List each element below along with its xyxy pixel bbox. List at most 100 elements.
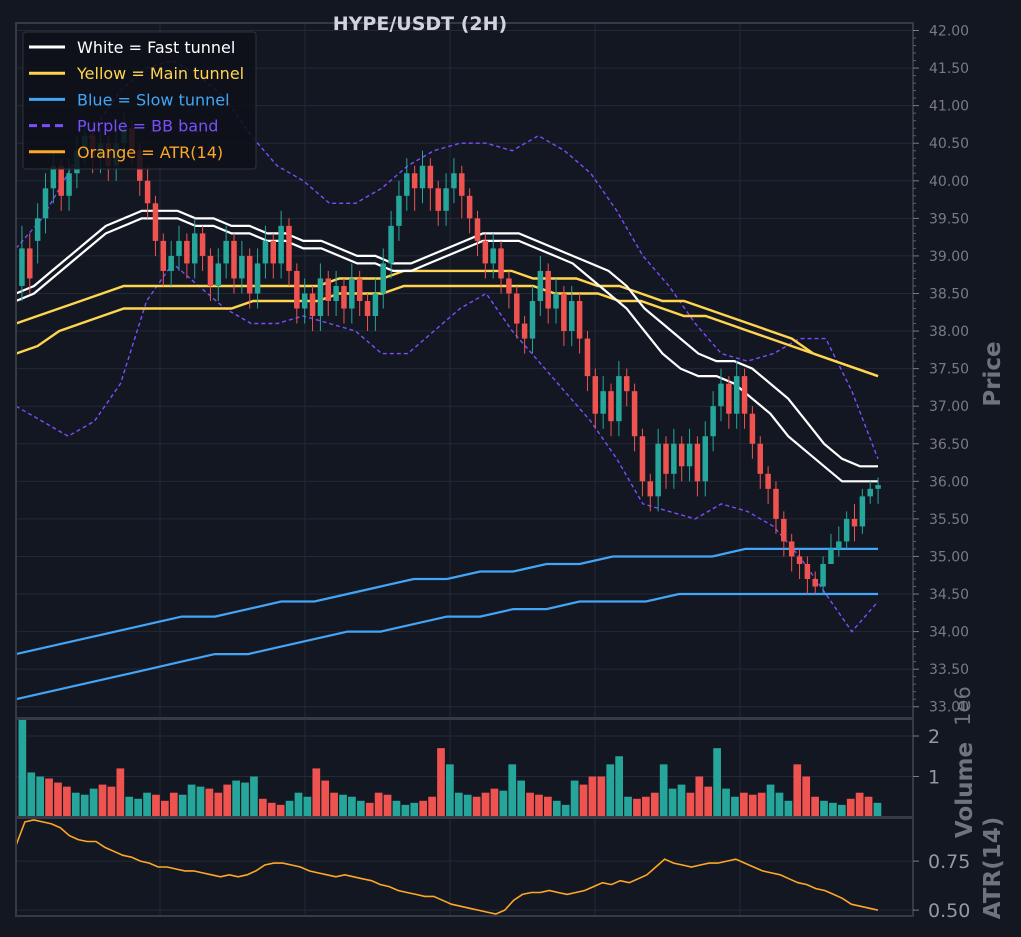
fast-tunnel-upper bbox=[15, 209, 878, 468]
volume-bar bbox=[561, 804, 570, 817]
candle-body bbox=[443, 188, 449, 211]
volume-bar bbox=[535, 794, 543, 817]
panel-frames bbox=[15, 22, 914, 917]
volume-bar bbox=[419, 800, 428, 817]
candle-body bbox=[191, 233, 198, 264]
price-axis-label: Price bbox=[980, 341, 1006, 406]
candle-body bbox=[34, 218, 41, 241]
volume-bar bbox=[285, 800, 294, 817]
candle-body bbox=[451, 173, 457, 189]
bb-band bbox=[15, 59, 879, 633]
candle-body bbox=[553, 293, 559, 309]
candle-body bbox=[521, 323, 528, 339]
candle-body bbox=[623, 376, 630, 392]
volume-bar bbox=[784, 800, 793, 817]
candle-body bbox=[686, 443, 693, 467]
volume-bar bbox=[134, 798, 143, 817]
price-tick-label: 36.00 bbox=[929, 474, 969, 490]
candle-body bbox=[678, 443, 685, 467]
candle-body bbox=[694, 443, 701, 482]
candle-body bbox=[639, 436, 646, 482]
volume-bar bbox=[223, 784, 232, 817]
volume-bars bbox=[18, 719, 882, 817]
volume-bar bbox=[178, 794, 187, 817]
candle-body bbox=[50, 165, 57, 189]
candle-body bbox=[411, 173, 418, 189]
slow-tunnel-lower bbox=[15, 592, 878, 701]
candle-body bbox=[498, 248, 504, 279]
atr-series-line bbox=[15, 819, 879, 915]
volume-bar bbox=[490, 788, 499, 817]
candle-body bbox=[42, 188, 49, 219]
bb-lower-line bbox=[15, 262, 879, 633]
volume-bar bbox=[739, 792, 748, 817]
volume-bar bbox=[793, 764, 802, 817]
volume-bar bbox=[677, 784, 686, 817]
main-tunnel-lower bbox=[15, 284, 879, 378]
volume-bar bbox=[241, 782, 249, 817]
volume-bar bbox=[45, 778, 53, 817]
volume-axis-label: Volume bbox=[952, 742, 978, 838]
volume-bar bbox=[437, 748, 445, 817]
candle-body bbox=[836, 541, 842, 549]
volume-bar bbox=[650, 792, 659, 817]
volume-bar bbox=[606, 764, 615, 817]
candle-body bbox=[608, 391, 614, 422]
volume-bar bbox=[472, 796, 481, 817]
candle-body bbox=[19, 248, 25, 286]
candle-body bbox=[576, 301, 583, 339]
volume-bar bbox=[454, 792, 463, 817]
volume-bar bbox=[731, 796, 739, 817]
price-tick-label: 33.00 bbox=[929, 700, 969, 716]
candles bbox=[19, 113, 881, 595]
volume-bar bbox=[125, 796, 134, 817]
candle-body bbox=[828, 548, 834, 564]
volume-bar bbox=[837, 804, 846, 817]
volume-bar bbox=[829, 802, 837, 817]
candle-body bbox=[851, 518, 858, 527]
volume-bar bbox=[633, 798, 641, 817]
volume-bar bbox=[374, 792, 383, 817]
candle-body bbox=[199, 233, 206, 256]
volume-bar bbox=[392, 800, 401, 817]
volume-bar bbox=[98, 784, 107, 817]
candle-body bbox=[749, 413, 756, 444]
volume-bar bbox=[864, 796, 873, 817]
tick-labels: 33.00 33.50 34.00 34.50 35.00 35.50 36.00 36.50… bbox=[913, 24, 970, 922]
candle-body bbox=[561, 293, 567, 332]
candle-body bbox=[349, 278, 355, 309]
candle-body bbox=[843, 518, 850, 542]
candle-body bbox=[631, 391, 638, 437]
candle-body bbox=[812, 579, 818, 587]
price-tick-label: 34.00 bbox=[929, 625, 969, 641]
volume-bar bbox=[802, 776, 811, 817]
volume-bar bbox=[446, 764, 454, 817]
candle-body bbox=[584, 338, 591, 377]
candle-body bbox=[482, 240, 489, 264]
volume-bar bbox=[356, 800, 365, 817]
volume-bar bbox=[766, 784, 775, 817]
candle-body bbox=[184, 240, 190, 264]
candle-body bbox=[757, 443, 764, 474]
legend-entry: White = Fast tunnel bbox=[77, 38, 235, 57]
candle-body bbox=[419, 165, 426, 189]
candle-body bbox=[215, 263, 222, 286]
candle-body bbox=[176, 240, 182, 256]
candle-body bbox=[144, 180, 151, 204]
candle-body bbox=[506, 278, 512, 294]
legend: White = Fast tunnel Yellow = Main tunnel B… bbox=[22, 31, 257, 170]
volume-bar bbox=[499, 790, 508, 817]
price-tick-label: 35.50 bbox=[929, 512, 969, 528]
candle-body bbox=[341, 285, 347, 309]
candle-body bbox=[294, 270, 300, 309]
legend-entry: Purple = BB band bbox=[77, 117, 218, 136]
volume-bar bbox=[276, 804, 285, 817]
volume-bar bbox=[89, 788, 98, 817]
candle-body bbox=[380, 263, 386, 294]
slow-tunnel-upper bbox=[15, 547, 878, 656]
candle-body bbox=[867, 488, 873, 497]
price-tick-label: 40.00 bbox=[929, 174, 969, 190]
candle-body bbox=[168, 255, 174, 271]
candle-body bbox=[27, 248, 33, 279]
candle-body bbox=[773, 488, 779, 519]
